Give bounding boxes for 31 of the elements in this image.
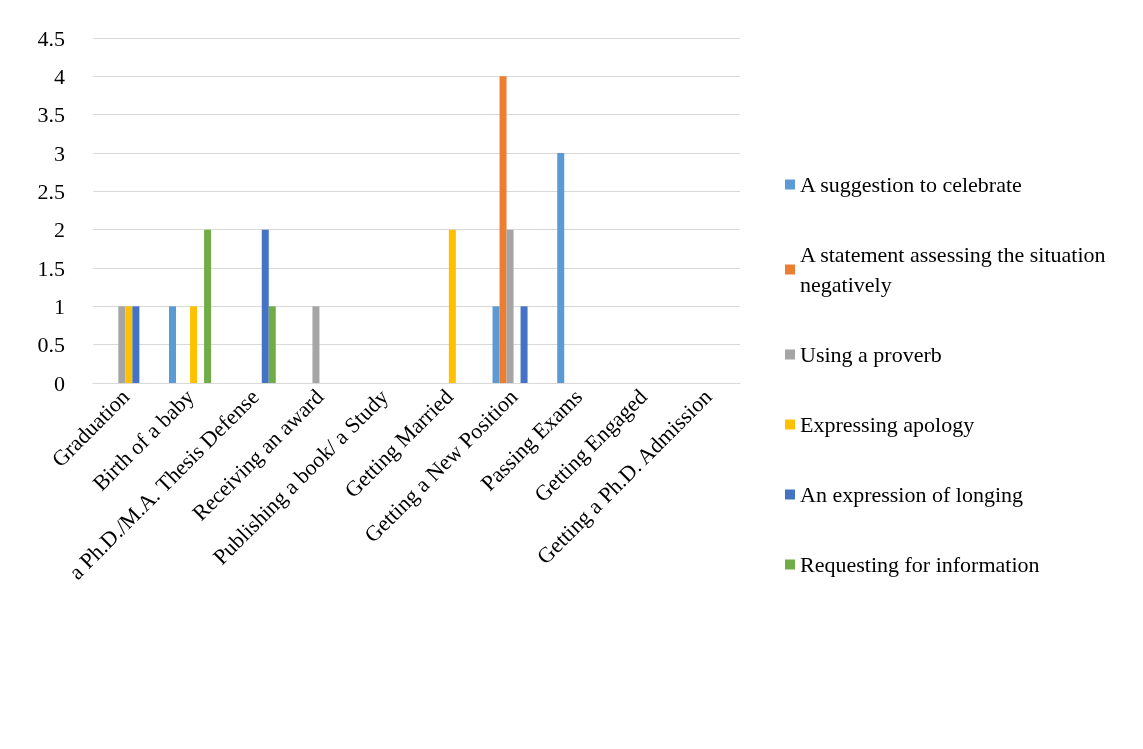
- legend-label: A suggestion to celebrate: [800, 172, 1022, 197]
- bar: [312, 306, 320, 383]
- bar: [499, 76, 507, 383]
- bar: [118, 306, 126, 383]
- y-tick-label: 4: [54, 63, 65, 89]
- legend-label: Expressing apology: [800, 412, 975, 437]
- y-tick-label: 1: [54, 293, 65, 319]
- legend-label: Requesting for information: [800, 552, 1040, 577]
- bar: [190, 306, 198, 383]
- bar: [261, 229, 269, 383]
- bar: [204, 229, 212, 383]
- bar: [520, 306, 528, 383]
- bar: [268, 306, 276, 383]
- y-tick-label: 3.5: [37, 102, 65, 128]
- bar: [169, 306, 177, 383]
- legend-label: Using a proverb: [800, 342, 942, 367]
- bar: [132, 306, 140, 383]
- y-tick-label: 2: [54, 217, 65, 243]
- y-tick-label: 3: [54, 140, 65, 166]
- legend-label: An expression of longing: [800, 482, 1024, 507]
- bar: [506, 229, 514, 383]
- y-tick-label: 2.5: [37, 178, 65, 204]
- bar: [557, 153, 565, 383]
- y-tick-label: 0: [54, 370, 65, 396]
- y-tick-label: 4.5: [37, 25, 65, 51]
- y-tick-label: 0.5: [37, 332, 65, 358]
- y-tick-label: 1.5: [37, 255, 65, 281]
- bar: [125, 306, 133, 383]
- bar: [492, 306, 500, 383]
- bar: [448, 229, 456, 383]
- legend-label: A statement assessing the situation negatively: [800, 242, 1112, 297]
